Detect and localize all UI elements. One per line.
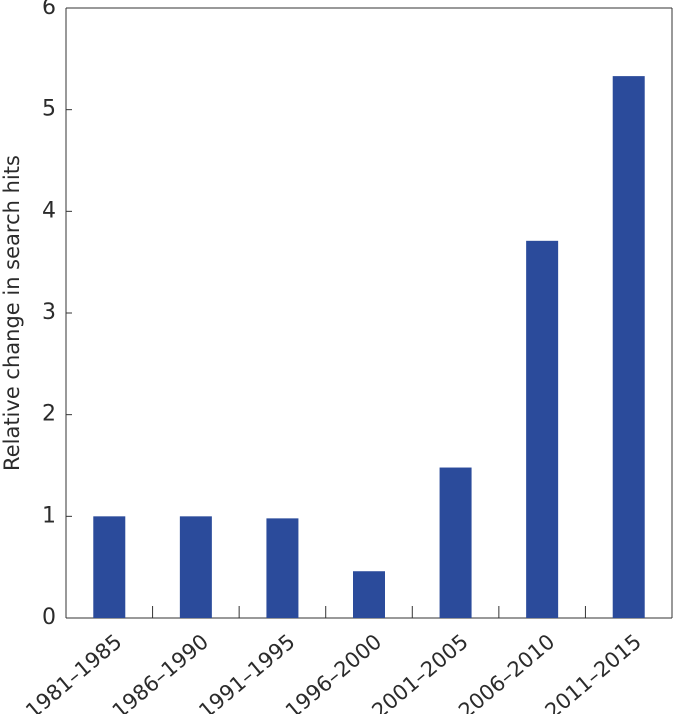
bar	[526, 240, 559, 619]
y-ticks: 0 1 2 3 4 5 6	[42, 0, 72, 630]
bars	[93, 76, 645, 619]
bar	[266, 518, 299, 618]
y-axis-label: Relative change in search hits	[0, 155, 24, 471]
x-ticks: 1981–19851986–19901991–19951996–20002001…	[21, 606, 646, 714]
bar	[353, 571, 385, 618]
plot-area	[65, 7, 673, 619]
bar	[93, 516, 126, 618]
y-tick-label: 4	[42, 198, 56, 223]
x-tick-label: 2011–2015	[541, 629, 646, 714]
y-tick-label: 5	[42, 97, 56, 122]
y-tick-label: 3	[42, 300, 56, 325]
y-tick-label: 2	[42, 402, 56, 427]
y-tick-label: 0	[42, 605, 56, 630]
bar	[612, 76, 645, 618]
y-tick-label: 6	[42, 0, 56, 20]
y-tick-label: 1	[42, 503, 56, 528]
bar	[439, 467, 472, 618]
bar	[179, 516, 212, 618]
